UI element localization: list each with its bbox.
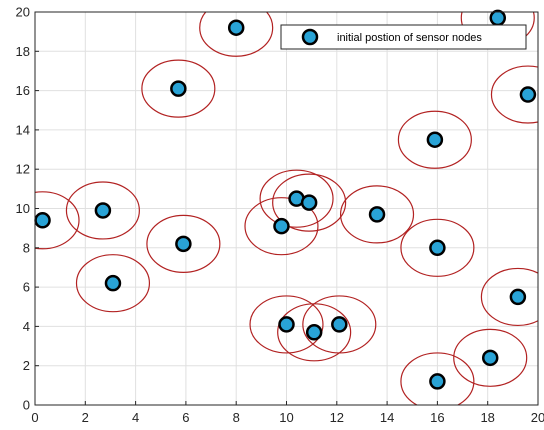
y-tick-label: 8 (23, 240, 30, 255)
y-tick-label: 16 (16, 83, 30, 98)
sensor-node-point (170, 80, 187, 97)
y-tick-label: 0 (23, 398, 30, 413)
sensing-range-circle (35, 191, 80, 250)
x-tick-label: 10 (279, 410, 293, 425)
legend-label: initial postion of sensor nodes (337, 32, 482, 44)
sensing-range-circle (75, 254, 151, 313)
sensor-node-point (489, 9, 507, 27)
sensing-range-circle (400, 218, 475, 277)
y-tick-label: 14 (16, 122, 30, 137)
legend-marker (301, 28, 319, 46)
sensor-node-point (273, 217, 290, 235)
sensing-range-circle (480, 267, 538, 327)
y-tick-label: 20 (16, 5, 30, 20)
legend-box (280, 24, 527, 50)
sensor-node-point (331, 316, 348, 333)
y-tick-label: 12 (16, 162, 30, 177)
sensing-range-circle (302, 295, 377, 354)
sensing-range-circle (272, 173, 347, 232)
sensor-node-point (104, 274, 122, 292)
sensing-range-circle (249, 295, 324, 354)
sensing-range-circle (453, 328, 528, 387)
sensor-node-point (305, 324, 323, 341)
sensor-node-point (481, 349, 499, 367)
x-axis-ticks: 0 2 4 6 8 10 12 14 16 18 20 (31, 401, 544, 425)
x-tick-label: 0 (31, 410, 38, 425)
x-tick-label: 4 (132, 410, 139, 425)
x-tick-label: 6 (182, 410, 189, 425)
y-tick-label: 18 (16, 44, 30, 59)
sensing-range-circle (490, 65, 538, 124)
sensor-node-points (34, 9, 537, 390)
sensing-range-circle (259, 169, 334, 228)
sensor-node-point (227, 19, 245, 36)
sensor-node-point (429, 239, 446, 257)
sensing-range-circle (339, 185, 415, 244)
y-tick-label: 2 (23, 358, 30, 373)
x-tick-label: 8 (233, 410, 240, 425)
legend: initial postion of sensor nodes (280, 24, 527, 50)
sensor-node-point (94, 202, 112, 219)
sensing-range-circle (244, 197, 319, 256)
sensor-node-point (368, 206, 386, 223)
x-tick-label: 14 (380, 410, 394, 425)
x-tick-label: 20 (531, 410, 544, 425)
sensing-range-circle (141, 59, 216, 118)
y-axis-ticks: 0 2 4 6 8 10 12 14 16 18 20 (16, 5, 39, 413)
x-tick-label: 16 (430, 410, 444, 425)
sensor-node-point (519, 86, 537, 103)
sensor-node-point (426, 131, 444, 148)
sensing-range-circle (65, 181, 140, 240)
sensing-range-circles (35, 12, 538, 405)
sensor-node-point (509, 288, 527, 306)
sensor-node-point (34, 212, 51, 229)
sensing-range-circle (397, 110, 472, 169)
y-tick-label: 4 (23, 319, 30, 334)
sensor-node-point (278, 316, 295, 333)
x-tick-label: 12 (330, 410, 344, 425)
sensing-range-circle (146, 214, 221, 273)
x-tick-label: 2 (82, 410, 89, 425)
sensor-node-point (300, 194, 318, 211)
sensor-node-point (429, 373, 446, 390)
x-tick-label: 18 (480, 410, 494, 425)
y-tick-label: 6 (23, 280, 30, 295)
sensing-range-circle (400, 352, 475, 405)
y-tick-label: 10 (16, 201, 30, 216)
sensor-node-point (175, 235, 192, 253)
